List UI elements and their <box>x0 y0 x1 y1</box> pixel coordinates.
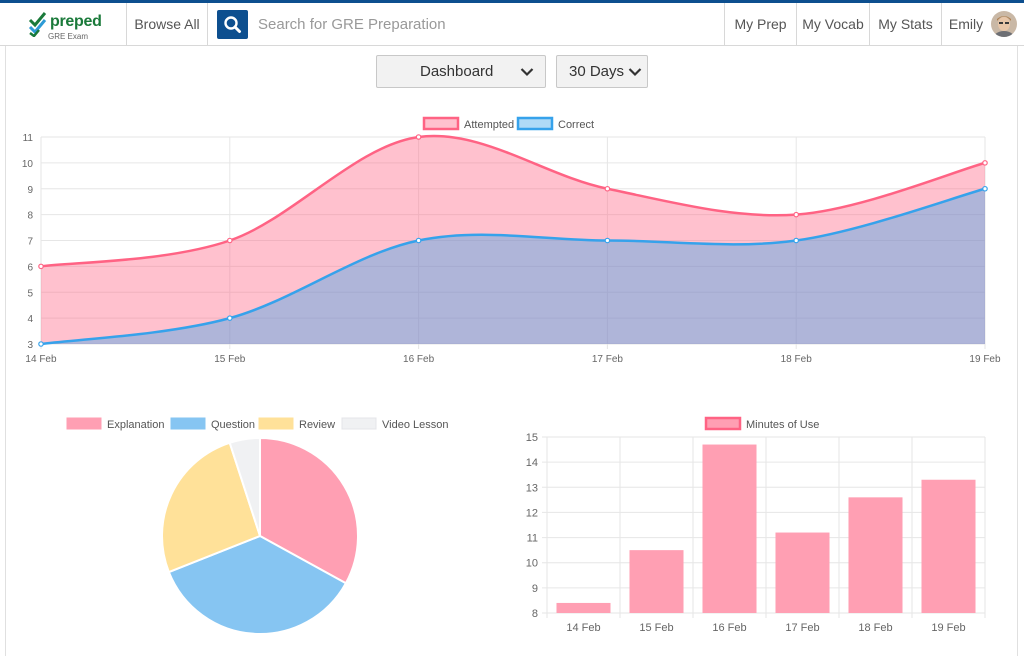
nav-link-my-prep[interactable]: My Prep <box>734 16 787 32</box>
nav-link-my-vocab[interactable]: My Vocab <box>802 16 864 32</box>
search-input[interactable] <box>258 11 698 38</box>
nav-divider <box>207 3 208 46</box>
nav-divider <box>941 3 942 46</box>
chevron-down-icon <box>520 68 534 77</box>
user-name[interactable]: Emily <box>948 16 984 32</box>
range-select[interactable]: 30 Days <box>556 55 648 88</box>
view-select-value: Dashboard <box>420 63 494 80</box>
nav-divider <box>796 3 797 46</box>
nav-divider <box>869 3 870 46</box>
nav-link-my-stats[interactable]: My Stats <box>878 16 933 32</box>
top-navbar: preped GRE Exam Browse All My Prep My Vo… <box>0 3 1024 46</box>
content-panel <box>5 46 1018 656</box>
nav-divider <box>126 3 127 46</box>
logo[interactable]: preped GRE Exam <box>28 11 126 41</box>
avatar[interactable] <box>991 11 1017 37</box>
nav-divider <box>724 3 725 46</box>
search-icon <box>224 16 241 33</box>
logo-subtitle: GRE Exam <box>48 32 89 41</box>
chevron-down-icon <box>628 68 642 77</box>
search-button[interactable] <box>217 10 248 39</box>
browse-all-link[interactable]: Browse All <box>134 16 200 32</box>
range-select-value: 30 Days <box>569 63 625 80</box>
user-avatar-icon <box>991 11 1017 37</box>
top-accent-bar <box>0 0 1024 3</box>
logo-wordmark: preped <box>50 13 102 30</box>
checkmark-logo-icon <box>28 12 47 37</box>
view-select[interactable]: Dashboard <box>376 55 546 88</box>
